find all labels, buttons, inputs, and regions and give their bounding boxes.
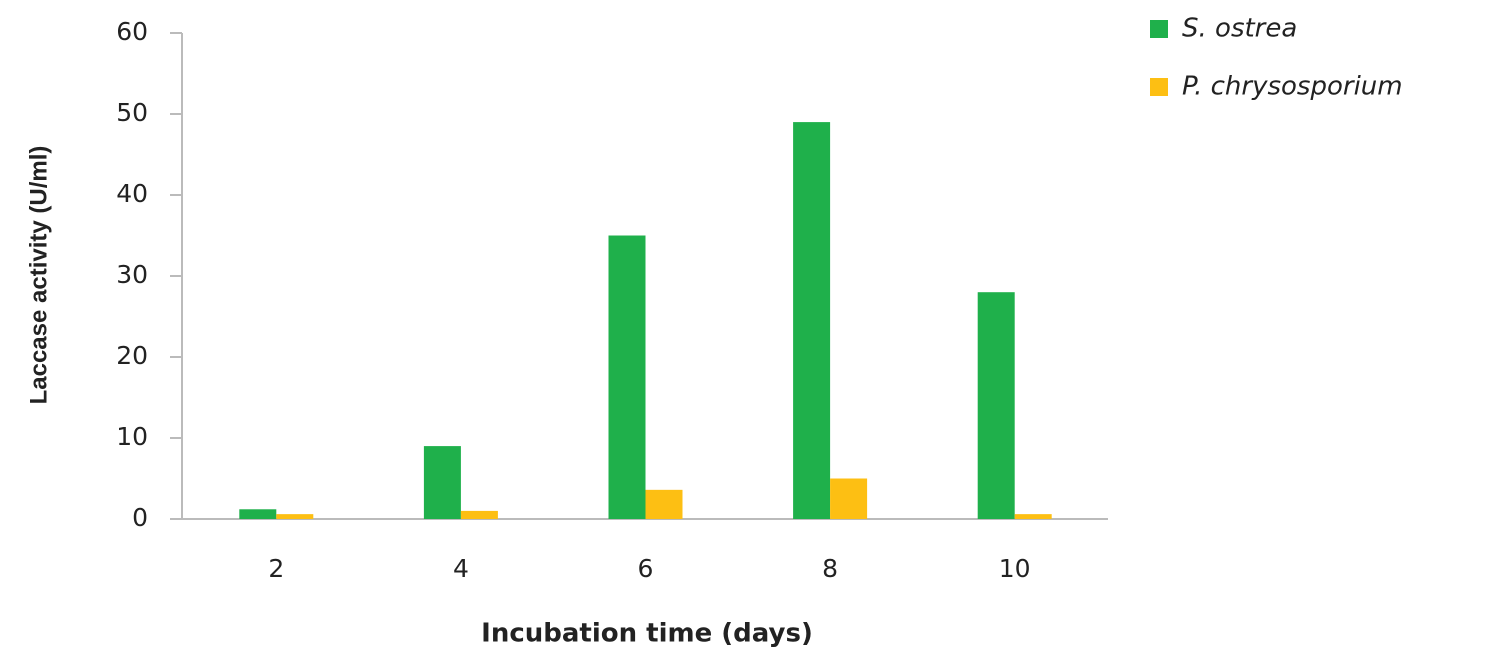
x-tick-label: 10 [999, 554, 1031, 583]
y-tick-label: 30 [116, 260, 148, 289]
y-tick-label: 40 [116, 179, 148, 208]
y-tick-label: 60 [116, 17, 148, 46]
x-tick-label: 6 [638, 554, 654, 583]
bar [793, 122, 831, 519]
x-tick-label: 8 [822, 554, 838, 583]
y-axis-title: Laccase activity (U/ml) [25, 146, 52, 405]
bar [276, 514, 314, 519]
bar [645, 489, 683, 519]
bar [460, 510, 498, 519]
bar [830, 478, 868, 519]
legend-swatch [1150, 78, 1168, 96]
x-tick-label: 4 [453, 554, 469, 583]
y-tick-label: 20 [116, 341, 148, 370]
y-tick-label: 10 [116, 422, 148, 451]
legend-label: P. chrysosporium [1182, 72, 1403, 102]
legend-label: S. ostrea [1182, 14, 1297, 44]
bar [239, 509, 277, 519]
bar [608, 235, 646, 519]
x-axis-title: Incubation time (days) [481, 619, 813, 649]
y-tick-label: 50 [116, 98, 148, 127]
bar [977, 292, 1015, 519]
x-tick-label: 2 [268, 554, 284, 583]
bar [423, 446, 461, 519]
y-tick-label: 0 [132, 503, 148, 532]
legend-swatch [1150, 20, 1168, 38]
bar [1014, 514, 1052, 519]
